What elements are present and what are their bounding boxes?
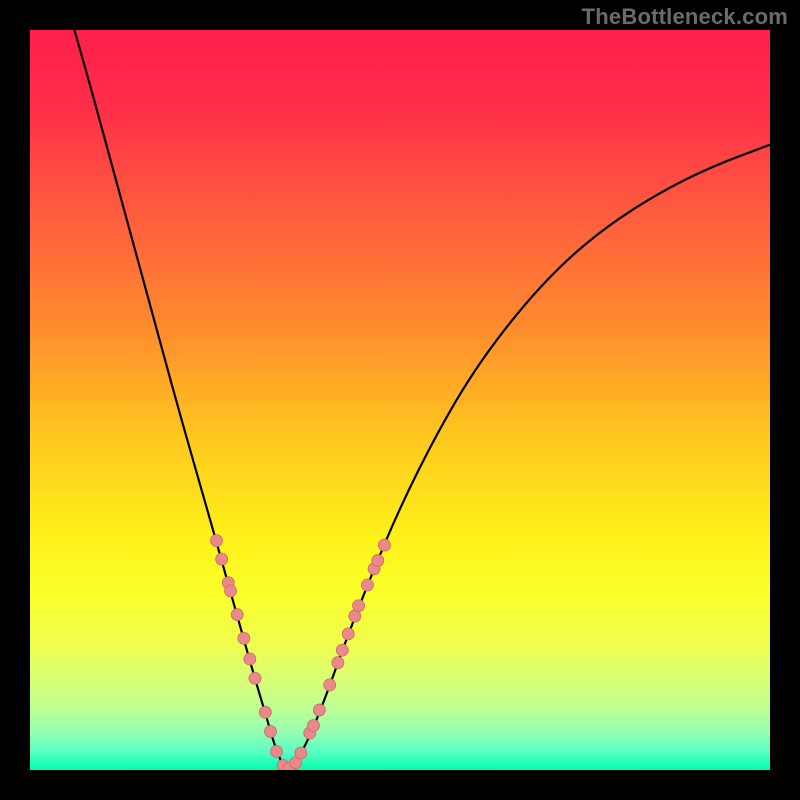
plot-svg bbox=[30, 30, 770, 770]
data-marker bbox=[332, 657, 344, 669]
data-marker bbox=[265, 726, 277, 738]
data-marker bbox=[353, 600, 365, 612]
watermark-text: TheBottleneck.com bbox=[582, 4, 788, 30]
data-marker bbox=[238, 632, 250, 644]
data-marker bbox=[307, 720, 319, 732]
data-marker bbox=[270, 746, 282, 758]
data-marker bbox=[249, 672, 261, 684]
gradient-background bbox=[30, 30, 770, 770]
data-marker bbox=[210, 535, 222, 547]
data-marker bbox=[361, 579, 373, 591]
data-marker bbox=[313, 704, 325, 716]
data-marker bbox=[259, 706, 271, 718]
data-marker bbox=[244, 653, 256, 665]
data-marker bbox=[225, 585, 237, 597]
data-marker bbox=[336, 644, 348, 656]
data-marker bbox=[342, 628, 354, 640]
data-marker bbox=[324, 679, 336, 691]
data-marker bbox=[295, 747, 307, 759]
plot-area bbox=[30, 30, 770, 770]
data-marker bbox=[231, 609, 243, 621]
chart-root: TheBottleneck.com bbox=[0, 0, 800, 800]
data-marker bbox=[216, 553, 228, 565]
data-marker bbox=[372, 555, 384, 567]
data-marker bbox=[378, 539, 390, 551]
